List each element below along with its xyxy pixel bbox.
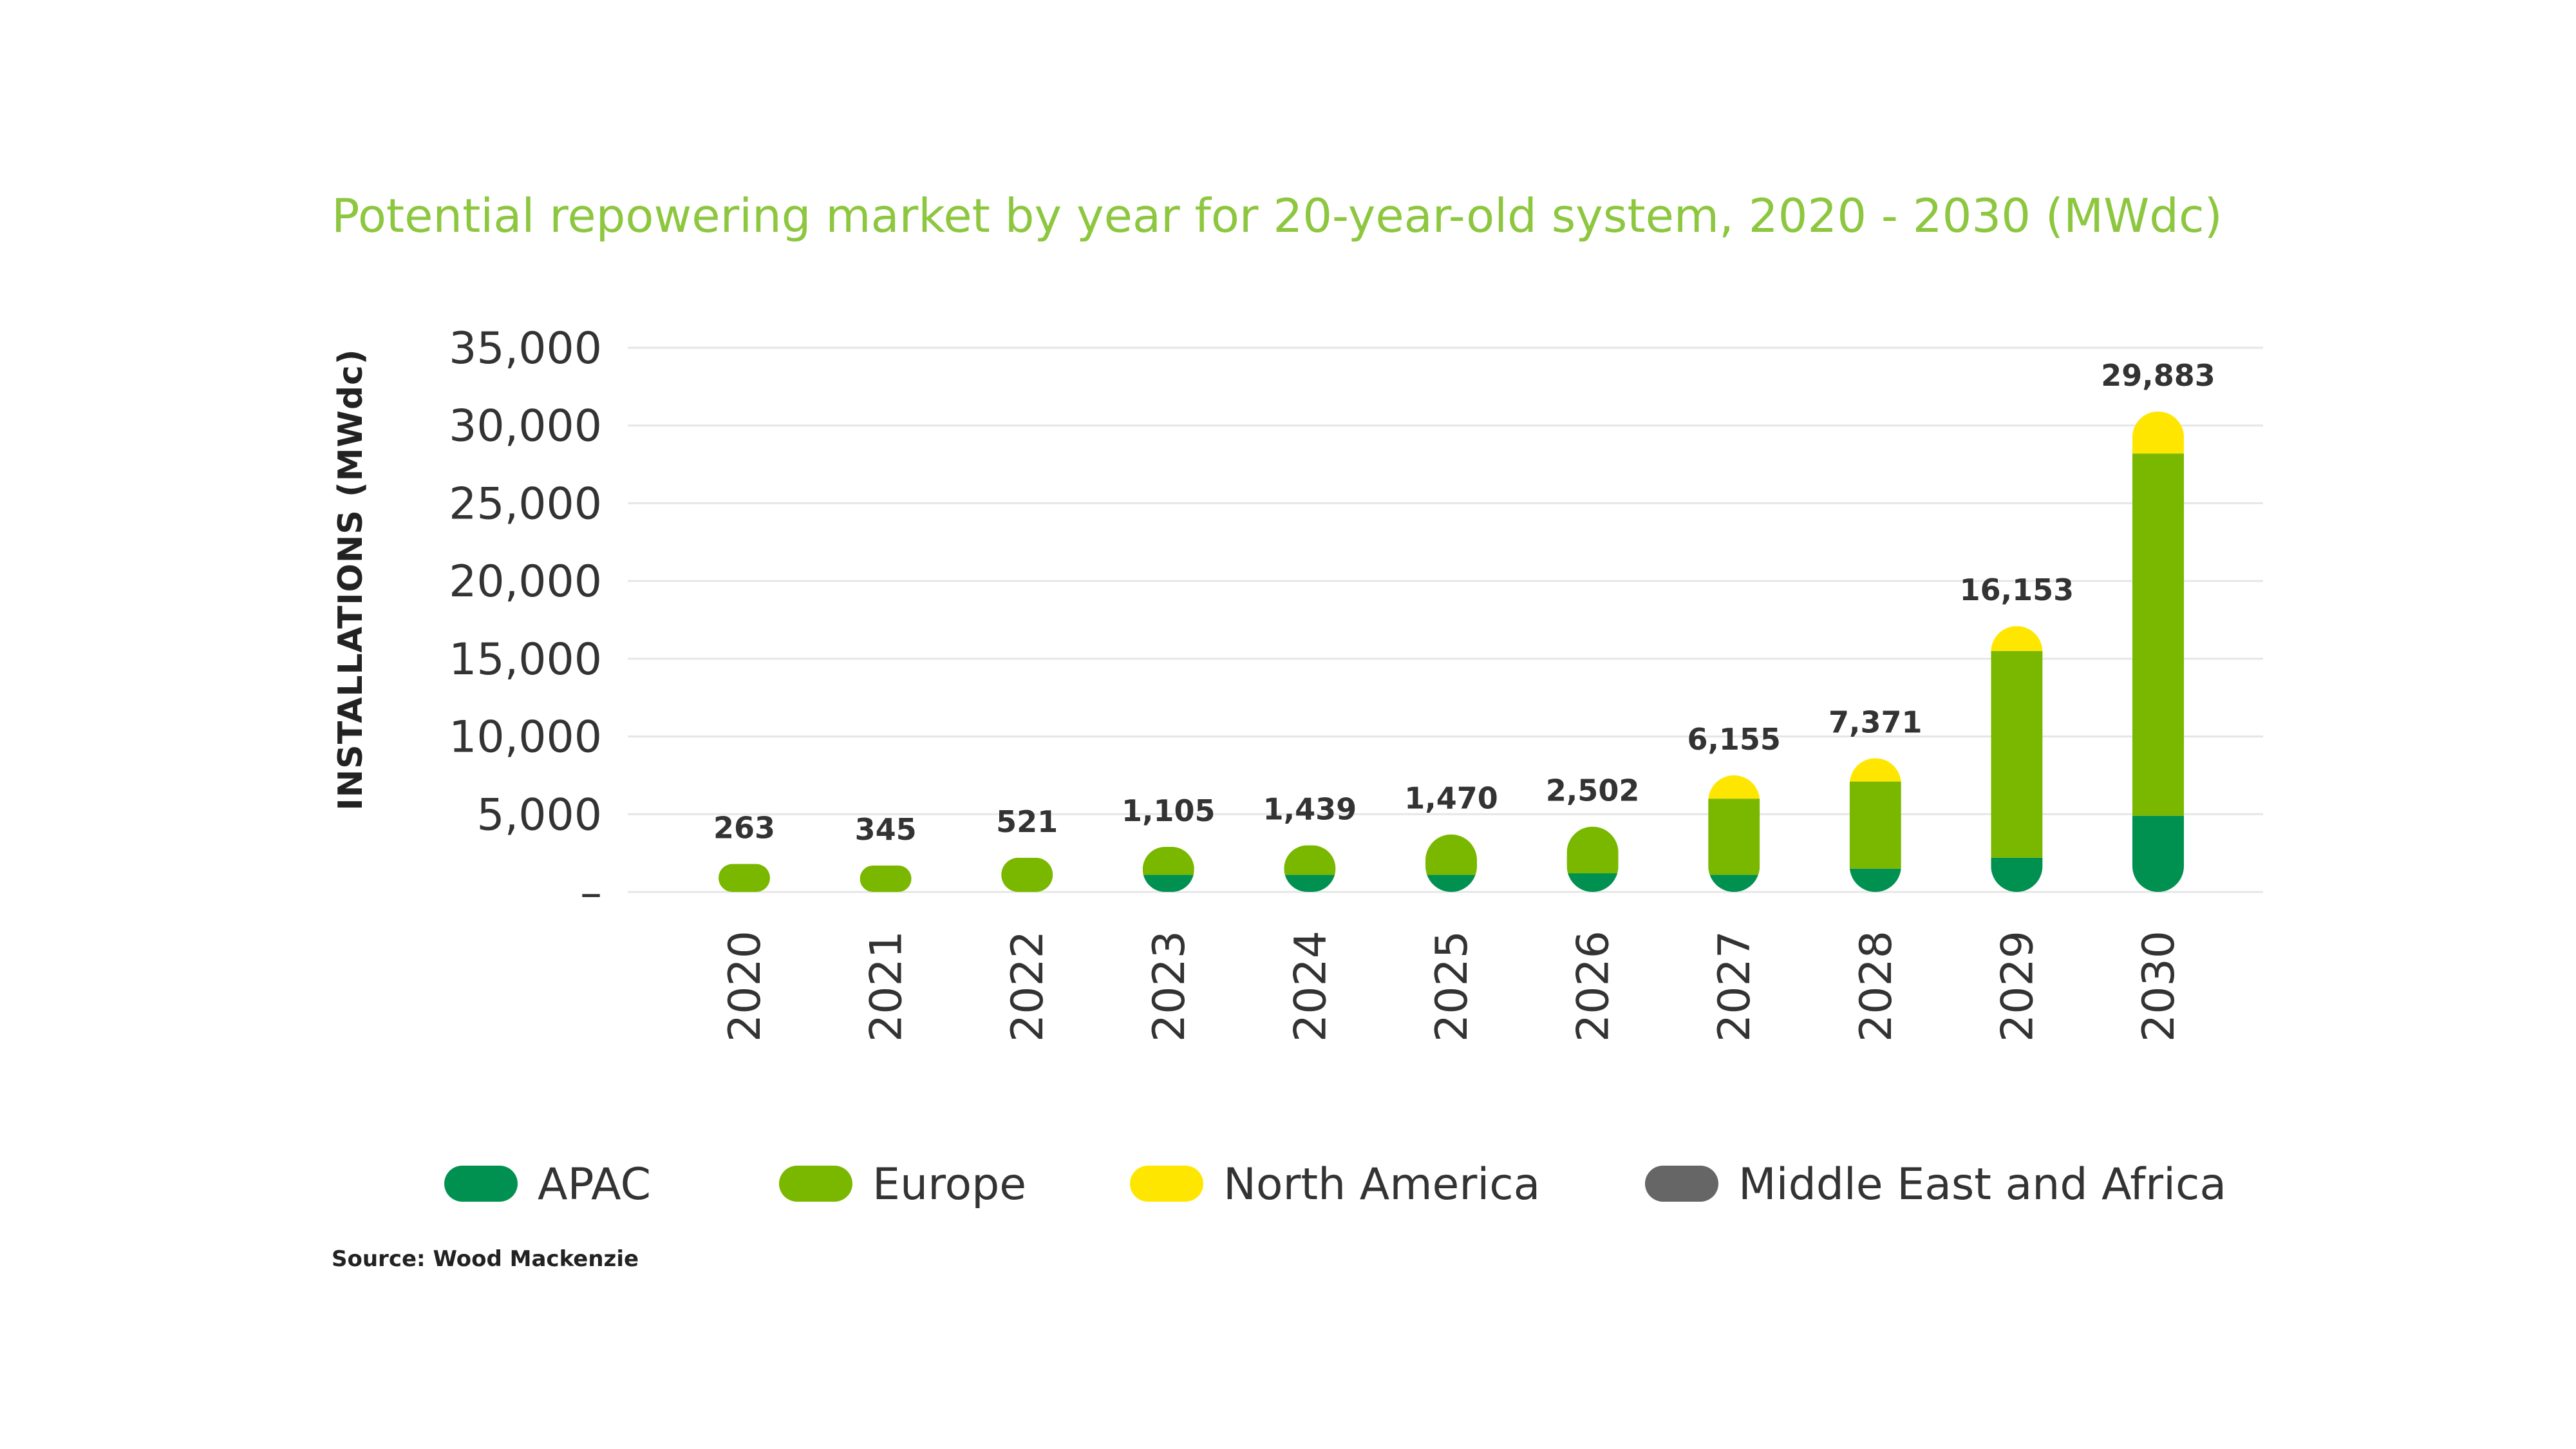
x-tick-label-2020: 2020 [720,931,771,1042]
x-tick-label-2026: 2026 [1568,931,1619,1042]
y-tick-label: 10,000 [449,712,602,763]
bar-segment-north-america-2029 [1991,626,2043,651]
bar-segment-apac-2024 [1284,875,1336,892]
total-labels: 263 345 521 1,105 1,439 1,470 2,502 6,155 7,371 1… [713,358,2215,847]
bar-stack-2027 [1708,775,1760,892]
bar-stack-2025 [1425,834,1477,892]
bar-segment-north-america-2028 [1849,758,1901,782]
y-tick-label: 20,000 [449,556,602,607]
bar-segment-apac-2028 [1849,868,1901,892]
legend-swatch [444,1166,518,1202]
total-label-2021: 345 [855,812,917,847]
total-label-2023: 1,105 [1122,793,1216,828]
total-label-2026: 2,502 [1546,773,1640,808]
legend-swatch [779,1166,852,1202]
y-tick-label: – [580,867,602,918]
bar-stack-2024 [1284,845,1336,892]
y-tick-label: 30,000 [449,401,602,452]
legend-item-middle-east-and-africa: Middle East and Africa [1645,1159,2226,1210]
legend-label: APAC [538,1159,651,1210]
x-tick-label-2025: 2025 [1427,931,1478,1042]
bars [719,411,2184,892]
legend-item-north-america: North America [1130,1159,1540,1210]
x-tick-label-2023: 2023 [1144,931,1195,1042]
bar-segment-apac-2029 [1991,857,2043,892]
x-tick-label-2028: 2028 [1851,931,1902,1042]
bar-segment-europe-2030 [2132,453,2184,816]
x-tick-label-2027: 2027 [1709,931,1760,1042]
bar-segment-europe-2022 [1001,857,1053,892]
x-tick-label-2022: 2022 [1002,931,1053,1042]
bar-stack-2023 [1142,846,1194,892]
y-tick-label: 5,000 [476,790,602,840]
bar-segment-apac-2027 [1708,875,1760,892]
bar-stack-2026 [1566,826,1619,892]
bar-segment-apac-2026 [1566,873,1619,892]
bar-stack-2030 [2132,411,2184,892]
y-tick-label: 15,000 [449,634,602,685]
bar-stack-2021 [860,865,912,892]
total-label-2030: 29,883 [2101,358,2215,393]
legend-label: North America [1223,1159,1540,1210]
y-tick-label: 35,000 [449,323,602,374]
bar-segment-europe-2029 [1991,650,2043,858]
legend-label: Europe [872,1159,1026,1210]
bar-segment-europe-2025 [1425,834,1477,875]
bar-segment-north-america-2027 [1708,775,1760,799]
bar-segment-north-america-2030 [2132,411,2184,454]
total-label-2024: 1,439 [1263,792,1357,827]
bar-segment-apac-2025 [1425,875,1477,892]
legend-swatch [1130,1166,1203,1202]
bar-segment-europe-2021 [860,865,912,892]
y-tick-label: 25,000 [449,478,602,529]
bar-stack-2029 [1991,626,2043,892]
source-note: Source: Wood Mackenzie [332,1246,639,1272]
bar-stack-2022 [1001,857,1053,892]
x-tick-label-2021: 2021 [861,931,912,1042]
y-axis-label: INSTALLATIONS (MWdc) [332,348,370,810]
legend: APAC Europe North America Middle East and A… [444,1159,2226,1210]
gridlines [628,346,2263,893]
bar-segment-apac-2030 [2132,815,2184,892]
total-label-2028: 7,371 [1829,705,1923,739]
bar-segment-europe-2028 [1849,781,1901,869]
total-label-2025: 1,470 [1404,781,1498,816]
legend-item-europe: Europe [779,1159,1026,1210]
total-label-2022: 521 [996,804,1058,839]
total-label-2029: 16,153 [1960,573,2074,607]
x-tick-label-2030: 2030 [2134,931,2185,1042]
bar-stack-2028 [1849,758,1901,892]
bar-segment-europe-2026 [1566,826,1619,874]
bar-segment-europe-2027 [1708,799,1760,875]
y-axis-ticks: – 5,000 10,000 15,000 20,000 25,000 30,000 35,0… [449,323,602,918]
bar-segment-europe-2023 [1142,846,1194,875]
chart-title: Potential repowering market by year for … [332,189,2223,243]
x-axis-ticks: 2020 2021 2022 2023 2024 2025 2026 2027 2028 2029… [720,931,2185,1042]
total-label-2020: 263 [713,811,775,846]
legend-label: Middle East and Africa [1738,1159,2226,1210]
bar-segment-europe-2020 [719,864,770,892]
bar-segment-europe-2024 [1284,845,1336,875]
total-label-2027: 6,155 [1687,722,1781,757]
x-tick-label-2024: 2024 [1285,931,1336,1042]
legend-swatch [1645,1166,1718,1202]
bar-segment-apac-2023 [1142,875,1194,892]
x-tick-label-2029: 2029 [1992,931,2043,1042]
legend-item-apac: APAC [444,1159,651,1210]
bar-stack-2020 [719,864,770,892]
